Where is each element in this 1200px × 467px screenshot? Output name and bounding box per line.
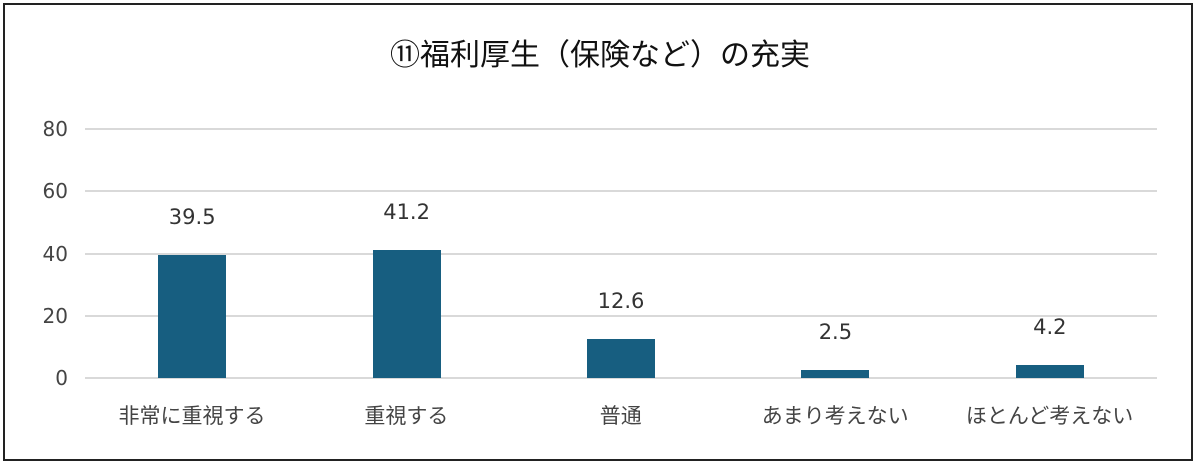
- plot-area: 39.5 41.2 12.6 2.5 4.2: [85, 128, 1157, 379]
- bar: [372, 249, 441, 378]
- chart-frame: [3, 3, 1193, 461]
- y-tick-label: 40: [42, 241, 68, 266]
- x-tick-label: あまり考えない: [761, 404, 909, 428]
- data-label: 39.5: [168, 205, 216, 230]
- gridline: [85, 252, 1157, 255]
- bar: [801, 370, 870, 378]
- chart-title: ⑪福利厚生（保険など）の充実: [390, 38, 810, 73]
- gridline: [85, 314, 1157, 317]
- x-tick-label: 普通: [599, 404, 642, 428]
- data-label: 4.2: [1033, 314, 1067, 339]
- x-tick-label: 非常に重視する: [118, 404, 266, 428]
- bar: [587, 338, 655, 378]
- data-label: 41.2: [383, 199, 430, 224]
- x-tick-label: 重視する: [364, 404, 449, 428]
- data-label: 12.6: [597, 288, 645, 313]
- y-tick-label: 80: [42, 117, 68, 141]
- y-tick-label: 20: [42, 303, 68, 328]
- y-tick-label: 0: [55, 366, 68, 390]
- bar: [158, 255, 227, 378]
- data-label: 2.5: [818, 320, 853, 345]
- x-tick-label: ほとんど考えない: [965, 404, 1134, 428]
- bar: [1015, 364, 1084, 378]
- y-tick-label: 60: [42, 179, 68, 204]
- gridline: [85, 190, 1157, 193]
- gridline: [85, 128, 1157, 130]
- gridline: [85, 377, 1157, 379]
